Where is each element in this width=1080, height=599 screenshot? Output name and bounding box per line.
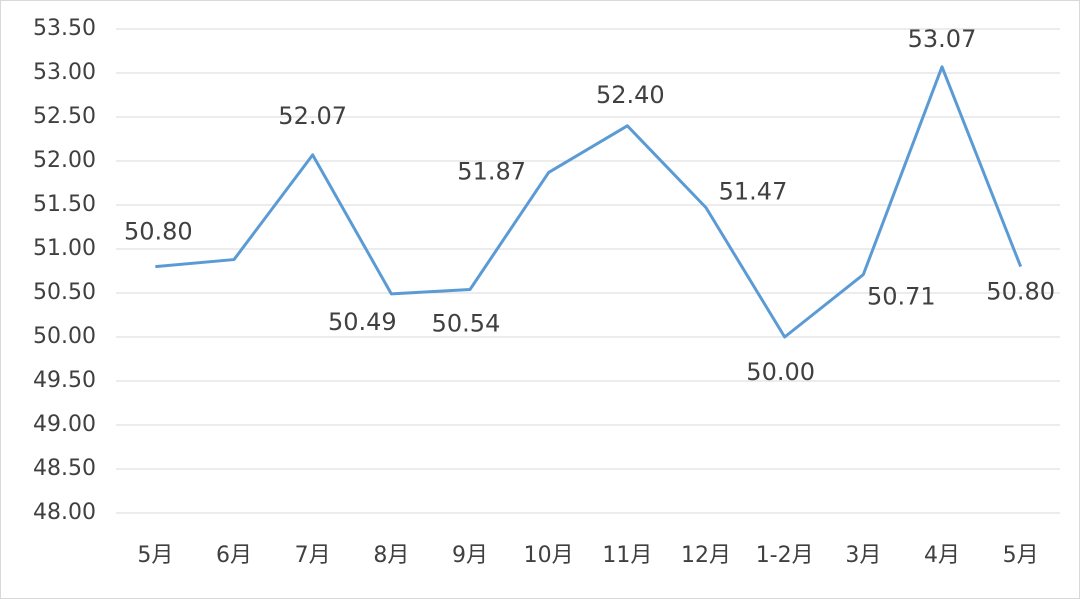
series-line [155,65,1023,339]
x-tick-label: 12月 [681,543,731,568]
y-tick-label: 52.00 [33,148,96,173]
x-tick-label: 4月 [924,543,960,568]
data-label: 50.49 [328,308,397,336]
y-tick-label: 48.00 [33,500,96,525]
data-label: 50.54 [432,309,501,337]
x-tick-label: 10月 [524,543,574,568]
x-tick-label: 11月 [602,543,652,568]
data-label: 50.71 [867,283,936,311]
y-tick-label: 49.50 [33,368,96,393]
x-tick-label: 3月 [845,543,881,568]
x-tick-label: 6月 [216,543,252,568]
x-tick-label: 9月 [452,543,488,568]
data-label: 50.80 [986,278,1055,306]
data-label: 51.47 [719,178,788,206]
x-tick-label: 7月 [295,543,331,568]
x-tick-label: 5月 [137,543,173,568]
y-tick-label: 51.50 [33,192,96,217]
data-label: 52.40 [596,81,665,109]
y-tick-label: 50.00 [33,324,96,349]
data-label: 51.87 [457,157,526,185]
y-tick-label: 53.50 [33,16,96,41]
data-label: 53.07 [908,25,977,53]
data-label: 50.80 [124,218,193,246]
y-tick-label: 48.50 [33,456,96,481]
y-tick-label: 49.00 [33,412,96,437]
y-tick-label: 50.50 [33,280,96,305]
data-label: 52.07 [278,102,347,130]
x-tick-label: 5月 [1003,543,1039,568]
y-tick-label: 51.00 [33,236,96,261]
x-tick-label: 1-2月 [756,543,814,568]
y-tick-label: 53.00 [33,60,96,85]
data-label: 50.00 [746,358,815,386]
x-tick-label: 8月 [373,543,409,568]
y-tick-label: 52.50 [33,104,96,129]
